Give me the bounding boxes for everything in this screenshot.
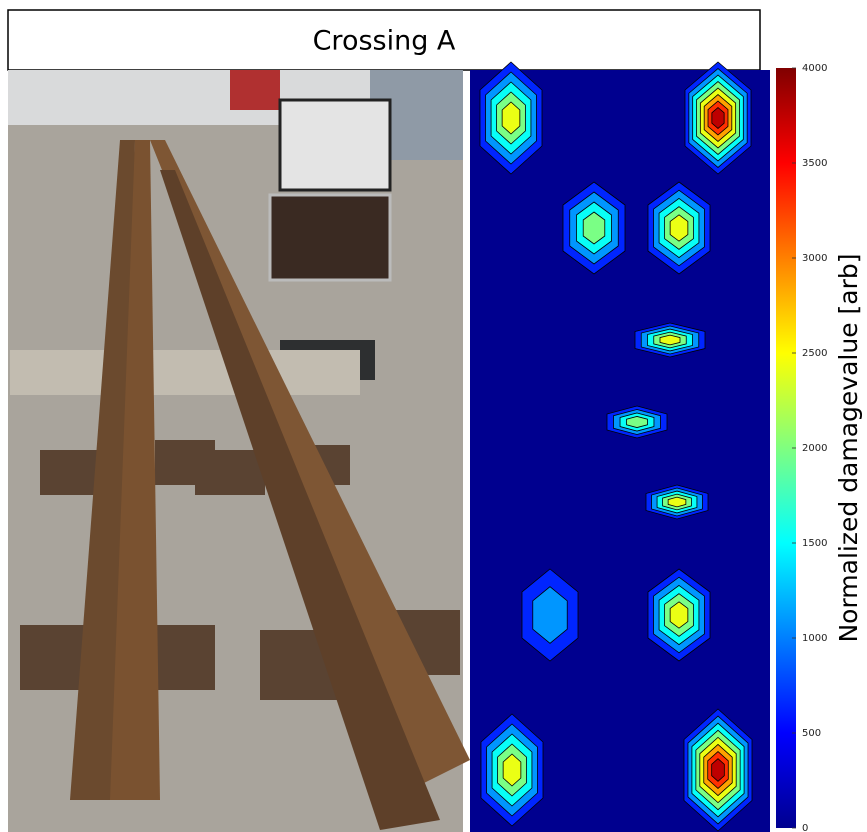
colorbar-tick-label: 1000 (802, 633, 827, 644)
colorbar-tick-label: 4000 (802, 63, 827, 74)
colorbar-tick-label: 2000 (802, 443, 827, 454)
contour-level (501, 101, 521, 135)
photo (8, 70, 470, 832)
colorbar-tick-label: 3500 (802, 158, 827, 169)
contour-level (669, 601, 689, 629)
colorbar-tick-label: 0 (802, 823, 808, 832)
contour-level (669, 214, 689, 242)
contour-level (626, 416, 648, 428)
contour-plot (479, 61, 753, 832)
contour-level (532, 586, 568, 644)
title-box (7, 9, 761, 71)
colorbar-tick-label: 500 (802, 728, 821, 739)
colorbar-tick-label: 1500 (802, 538, 827, 549)
contour-level (711, 758, 725, 782)
contour-level (711, 107, 725, 129)
contour-level (502, 753, 522, 787)
contour-level (582, 211, 606, 245)
colorbar-ticks: 0 500 1000 1500 2000 2500 3000 3500 4000 (792, 63, 827, 832)
colorbar-tick-label: 2500 (802, 348, 827, 359)
title: Crossing A (313, 26, 456, 57)
colorbar (776, 68, 796, 828)
contour-panel (470, 70, 770, 832)
contour-level (659, 334, 681, 346)
contour-level (667, 496, 687, 508)
colorbar-label: Normalized damagevalue [arb] (834, 253, 863, 642)
colorbar-tick-label: 3000 (802, 253, 827, 264)
